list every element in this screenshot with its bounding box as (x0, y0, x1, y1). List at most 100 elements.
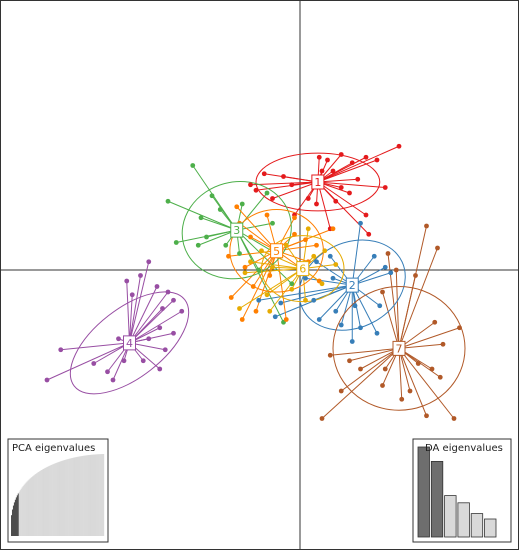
point-group-2 (358, 325, 363, 331)
group-label-text-1: 1 (314, 176, 321, 189)
pca-bar (20, 488, 22, 536)
point-group-5 (292, 215, 297, 221)
point-group-3 (195, 242, 201, 248)
pca-bar (38, 471, 40, 536)
pca-bar (36, 473, 38, 536)
pca-bar (76, 456, 79, 536)
point-group-3 (264, 190, 270, 196)
point-group-5 (264, 212, 270, 218)
pca-bar (41, 470, 43, 536)
pca-bar (71, 458, 73, 536)
group-label-3: 3 (230, 222, 244, 238)
point-group-6 (311, 253, 317, 259)
pca-bar (40, 470, 42, 536)
point-group-1 (325, 157, 330, 163)
segment-group-5 (276, 244, 317, 252)
point-group-6 (322, 248, 328, 254)
segment-group-4 (126, 280, 130, 343)
pca-bar (66, 459, 68, 536)
segment-group-4 (129, 286, 158, 344)
group-label-box-7 (392, 340, 406, 356)
pca-bar (103, 454, 105, 536)
point-group-4 (140, 358, 146, 364)
point-group-7 (385, 251, 391, 256)
point-group-5 (303, 237, 308, 243)
point-group-3 (289, 281, 295, 287)
point-group-1 (314, 201, 319, 207)
point-group-7 (437, 374, 443, 380)
pca-bar (48, 465, 50, 536)
point-group-1 (333, 198, 339, 204)
segment-group-5 (276, 250, 287, 320)
pca-bar (51, 464, 53, 536)
pca-bar (84, 455, 86, 536)
pca-bar (56, 462, 58, 536)
segment-group-7 (382, 291, 400, 349)
point-group-2 (272, 314, 278, 320)
point-group-5 (242, 264, 248, 270)
pca-bar (72, 457, 74, 536)
pca-bar (12, 505, 15, 536)
point-group-3 (223, 242, 229, 248)
pca-bar (23, 484, 25, 536)
segment-group-7 (398, 343, 444, 349)
point-group-2 (382, 264, 388, 270)
point-group-1 (316, 154, 322, 160)
pca-bar (15, 497, 18, 536)
pca-bar (45, 467, 48, 536)
point-group-4 (157, 366, 163, 372)
point-group-2 (338, 322, 344, 328)
pca-bar (75, 457, 78, 536)
pca-bar (60, 461, 62, 536)
pca-bar (16, 495, 18, 536)
pca-bars (11, 454, 105, 536)
point-group-4 (165, 289, 171, 295)
pca-bar (96, 454, 98, 536)
segment-group-7 (398, 348, 427, 416)
point-group-7 (380, 383, 385, 388)
point-group-5 (226, 253, 231, 259)
group-label-text-4: 4 (126, 337, 133, 350)
point-group-1 (363, 212, 369, 218)
segment-group-5 (230, 250, 277, 298)
point-group-6 (242, 270, 248, 276)
pca-bar (65, 459, 67, 536)
segment-group-4 (129, 291, 169, 344)
segment-group-2 (305, 277, 353, 286)
point-group-7 (382, 366, 388, 372)
group-label-1: 1 (311, 174, 325, 190)
pca-bar (35, 473, 37, 536)
point-group-4 (146, 259, 152, 265)
segment-group-1 (317, 145, 400, 183)
point-group-2 (333, 308, 339, 314)
pca-bar (70, 458, 72, 536)
point-group-4 (110, 377, 116, 383)
pca-bar (46, 466, 49, 536)
point-group-1 (396, 143, 402, 149)
da-bar (457, 502, 470, 538)
point-group-3 (209, 193, 215, 199)
point-group-7 (413, 273, 418, 278)
point-group-6 (259, 248, 264, 254)
pca-bar (58, 461, 60, 536)
group-label-text-7: 7 (396, 342, 403, 355)
group-label-text-2: 2 (349, 279, 356, 292)
segment-group-7 (349, 347, 400, 362)
point-group-1 (366, 231, 372, 237)
point-group-7 (407, 388, 413, 394)
point-group-2 (327, 253, 333, 259)
group-label-box-1 (311, 174, 325, 190)
pca-bar (73, 457, 76, 536)
point-group-3 (239, 201, 245, 207)
segment-group-7 (321, 348, 400, 419)
segment-group-5 (236, 206, 277, 252)
point-group-6 (305, 226, 311, 232)
point-group-5 (314, 242, 319, 248)
segment-group-7 (398, 348, 403, 400)
point-group-7 (435, 245, 440, 251)
pca-bar (54, 463, 56, 536)
pca-bar (34, 474, 36, 536)
pca-bar (53, 463, 55, 536)
segment-group-5 (241, 250, 278, 320)
